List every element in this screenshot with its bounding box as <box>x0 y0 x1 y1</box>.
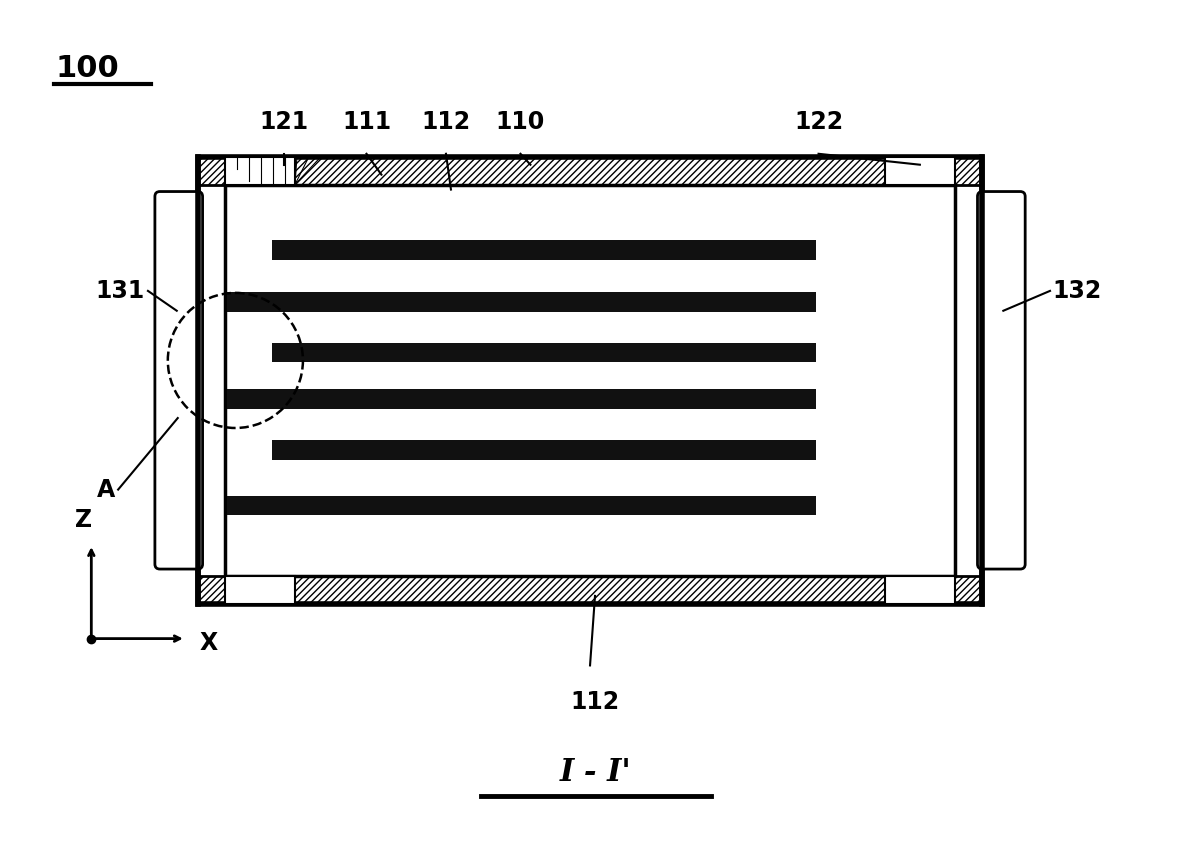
Text: 112: 112 <box>422 110 471 134</box>
Text: 110: 110 <box>496 110 545 134</box>
Text: 112: 112 <box>571 690 620 714</box>
Text: 111: 111 <box>342 110 391 134</box>
Bar <box>272 343 815 363</box>
Text: 121: 121 <box>260 110 309 134</box>
Text: A: A <box>97 477 116 501</box>
Bar <box>228 389 815 409</box>
Bar <box>225 157 294 185</box>
Bar <box>198 157 982 604</box>
Text: 122: 122 <box>794 110 843 134</box>
Text: X: X <box>199 631 218 654</box>
Text: 100: 100 <box>56 54 119 83</box>
Bar <box>886 576 955 604</box>
FancyBboxPatch shape <box>977 191 1025 569</box>
FancyBboxPatch shape <box>155 191 203 569</box>
Bar <box>198 576 982 604</box>
Bar <box>225 185 955 576</box>
Bar <box>198 157 982 185</box>
Bar <box>228 495 815 516</box>
Text: 132: 132 <box>1053 279 1101 303</box>
Text: Z: Z <box>75 508 92 532</box>
Bar <box>886 157 955 185</box>
Text: 131: 131 <box>95 279 145 303</box>
Bar <box>228 292 815 311</box>
Bar <box>225 576 294 604</box>
Bar <box>272 240 815 260</box>
Text: I - I': I - I' <box>560 757 632 788</box>
Bar <box>272 440 815 460</box>
